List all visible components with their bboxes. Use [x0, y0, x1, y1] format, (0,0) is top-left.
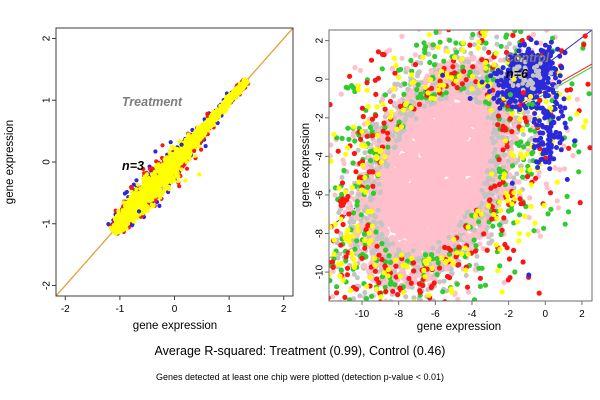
detection-note-caption: Genes detected at least one chip were pl… — [156, 372, 444, 382]
treatment-x-axis-label: gene expression — [132, 320, 218, 332]
control-panel-axes: -10 -8 -6 -4 -2 0 220-2-4-6-8-10 — [315, 37, 586, 320]
treatment-panel-label: Treatment — [121, 95, 183, 109]
svg-text:1: 1 — [226, 304, 232, 315]
treatment-y-axis-label: gene expression — [4, 119, 16, 205]
control-panel-frame — [328, 29, 593, 302]
r-squared-caption: Average R-squared: Treatment (0.99), Con… — [154, 344, 446, 358]
control-y-axis-label: gene expression — [300, 122, 312, 208]
svg-text:1: 1 — [42, 97, 53, 103]
treatment-panel-points-layer — [56, 28, 293, 296]
svg-text:-2: -2 — [61, 304, 70, 315]
treatment-n-annotation: n=3 — [122, 159, 144, 173]
control-panel-label: Control — [504, 51, 550, 65]
control-n-annotation: n=6 — [506, 67, 528, 81]
svg-text:2: 2 — [42, 35, 53, 41]
control-panel-points-layer — [329, 30, 592, 301]
svg-text:-1: -1 — [115, 304, 124, 315]
svg-text:0: 0 — [172, 304, 178, 315]
svg-text:-1: -1 — [41, 219, 52, 228]
treatment-panel-axes: -2 -1 0 1 2 -2 -1 0 1 2 — [41, 35, 286, 315]
svg-text:0: 0 — [42, 159, 53, 165]
control-x-axis-label: gene expression — [416, 321, 502, 333]
svg-text:2: 2 — [281, 304, 287, 315]
svg-text:-2: -2 — [42, 281, 53, 290]
